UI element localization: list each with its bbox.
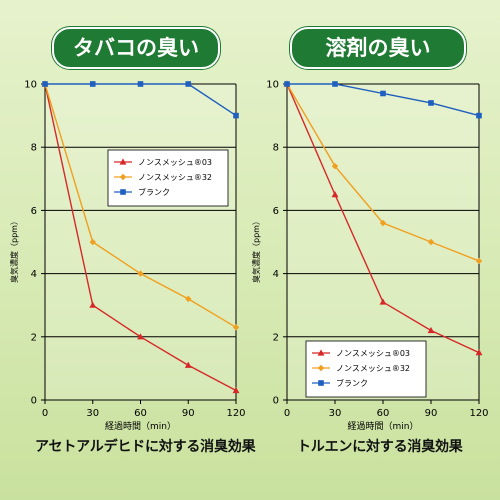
data-point [137, 270, 144, 277]
data-point [137, 81, 144, 87]
x-tick-label: 120 [226, 408, 245, 419]
legend-label: ノンスメッシュ®32 [336, 364, 410, 373]
legend-swatch-marker [119, 158, 127, 165]
data-point [331, 162, 339, 170]
data-point [475, 257, 483, 265]
data-point [89, 238, 96, 246]
data-point [379, 298, 387, 305]
data-point [137, 333, 144, 340]
x-tick-label: 30 [329, 408, 342, 419]
chart-badge-tobacco: タバコの臭い [52, 27, 220, 69]
y-tick-label: 6 [31, 206, 37, 217]
data-point [284, 81, 290, 87]
chart-badge-solvent: 溶剤の臭い [290, 27, 466, 69]
data-point [185, 295, 192, 303]
y-tick-label: 2 [31, 332, 37, 343]
data-point [331, 191, 339, 198]
plot-area [45, 84, 236, 400]
legend-box [107, 149, 229, 207]
y-tick-label: 4 [31, 269, 37, 280]
series-1 [41, 80, 240, 394]
x-tick-label: 120 [469, 408, 488, 419]
data-point [185, 81, 192, 87]
legend-swatch-marker [318, 380, 324, 386]
data-point [89, 81, 96, 87]
y-axis-label: 臭気濃度（ppm） [9, 217, 19, 283]
line-chart-acetaldehyde: 0 2 4 6 8 10 0 30 60 90 120 経過時間（min） 臭気濃度（ppm） ノンスメッ… [9, 80, 246, 433]
x-tick-label: 60 [377, 408, 390, 419]
data-point [475, 349, 483, 356]
y-axis-label: 臭気濃度（ppm） [251, 217, 261, 283]
line-chart-toluene: 0 2 4 6 8 10 0 30 60 90 120 経過時間（min） 臭気濃度（ppm） ノンスメッ… [251, 80, 489, 433]
data-point [232, 386, 240, 394]
data-point [476, 112, 482, 119]
y-tick-label: 10 [24, 80, 37, 91]
legend-swatch-marker [317, 364, 325, 372]
y-tick-label: 2 [273, 332, 279, 343]
data-point [379, 219, 387, 227]
y-tick-label: 4 [273, 269, 279, 280]
y-tick-label: 6 [273, 206, 279, 217]
x-tick-label: 30 [86, 408, 99, 419]
legend-label: ノンスメッシュ®32 [138, 173, 212, 182]
data-point [233, 112, 239, 119]
legend-label: ノンスメッシュ®03 [138, 158, 212, 167]
legend-box [305, 340, 427, 398]
x-tick-label: 90 [182, 408, 195, 419]
x-tick-label: 60 [134, 408, 147, 419]
x-tick-label: 0 [284, 408, 290, 419]
data-point [427, 238, 435, 246]
data-point [42, 81, 48, 87]
y-tick-label: 8 [273, 143, 279, 154]
series-1 [283, 80, 483, 356]
y-tick-label: 10 [266, 80, 279, 91]
legend: ノンスメッシュ®03 ノンスメッシュ®32 ブランク [305, 340, 427, 398]
x-tick-label: 0 [42, 408, 48, 419]
data-point [232, 324, 240, 331]
data-point [380, 90, 386, 97]
y-tick-label: 0 [273, 396, 279, 407]
legend-swatch-marker [317, 349, 325, 356]
chart-caption-acetaldehyde: アセトアルデヒドに対する消臭効果 [35, 439, 256, 455]
left-chart-panel: タバコの臭い 0 2 4 6 8 10 0 30 60 90 120 経過時間（min） 臭気濃度（pp… [9, 27, 256, 455]
legend-label: ブランク [138, 187, 170, 197]
series-3 [284, 81, 482, 119]
legend-swatch-marker [119, 173, 127, 181]
data-point [332, 81, 338, 87]
data-point [89, 301, 97, 308]
x-tick-label: 90 [425, 408, 438, 419]
legend-swatch-marker [120, 189, 126, 195]
x-axis-label: 経過時間（min） [105, 420, 176, 432]
legend-label: ノンスメッシュ®03 [336, 349, 410, 358]
data-point [427, 326, 435, 334]
data-point [184, 361, 192, 368]
x-axis-label: 経過時間（min） [348, 420, 419, 432]
y-tick-label: 0 [31, 396, 37, 407]
y-tick-label: 8 [31, 143, 37, 154]
legend-label: ブランク [336, 378, 368, 388]
data-point [428, 100, 434, 106]
chart-caption-toluene: トルエンに対する消臭効果 [297, 439, 463, 455]
right-chart-panel: 溶剤の臭い 0 2 4 6 8 10 0 30 60 90 120 経過時間（min） 臭気濃度（ppm… [250, 0, 500, 500]
series-3 [42, 81, 239, 119]
legend: ノンスメッシュ®03 ノンスメッシュ®32 ブランク [107, 149, 229, 207]
